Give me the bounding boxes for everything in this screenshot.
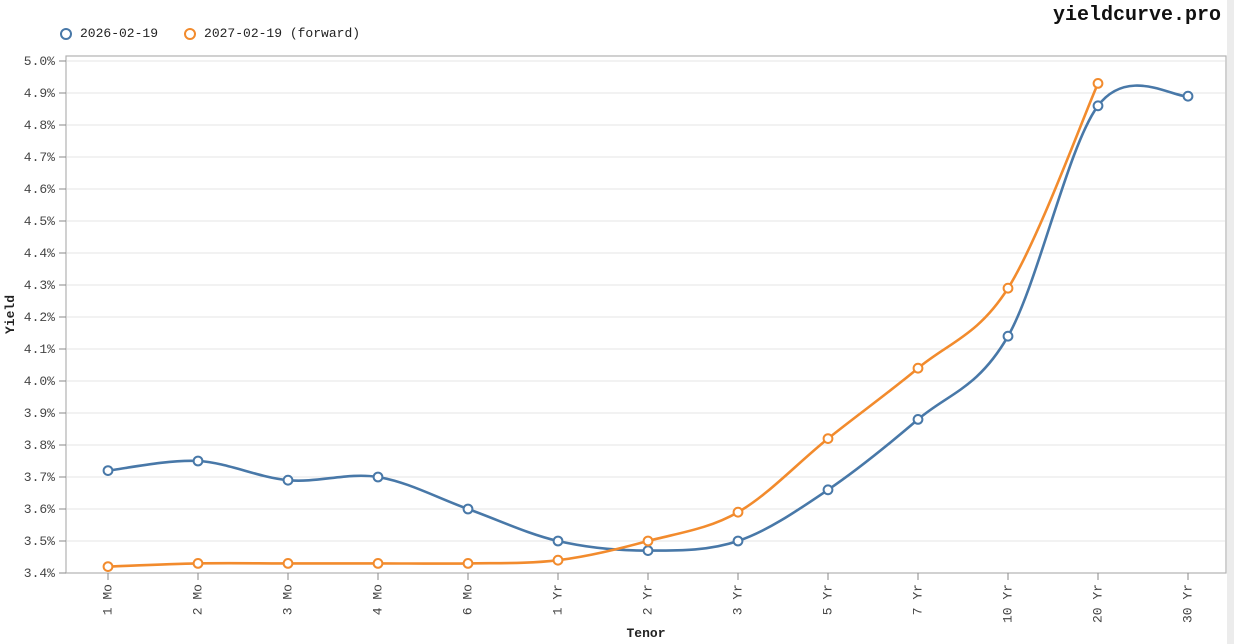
y-tick-label: 4.8% — [24, 118, 55, 133]
series-0-point[interactable] — [192, 455, 204, 467]
y-tick-label: 4.0% — [24, 374, 55, 389]
site-brand: yieldcurve.pro — [1052, 4, 1221, 27]
x-tick-label: 5 Yr — [821, 584, 836, 615]
series-1-point[interactable] — [642, 535, 654, 547]
y-tick-label: 4.5% — [24, 214, 55, 229]
legend-item-series-1[interactable]: 2027-02-19 (forward) — [184, 26, 360, 41]
series-0-point[interactable] — [102, 465, 114, 477]
series-1-point[interactable] — [462, 558, 474, 569]
series-0-point[interactable] — [462, 503, 474, 515]
x-tick-label: 3 Yr — [731, 584, 746, 615]
y-axis-title: Yield — [3, 295, 18, 334]
y-tick-label: 3.4% — [24, 566, 55, 581]
series-1-point[interactable] — [282, 558, 294, 569]
y-tick-label: 3.6% — [24, 502, 55, 517]
y-tick-label: 4.7% — [24, 150, 55, 165]
page-edge-strip — [1227, 0, 1234, 644]
legend-item-series-0[interactable]: 2026-02-19 — [60, 26, 158, 41]
series-1-marker-icon — [184, 27, 197, 40]
series-1-point[interactable] — [732, 506, 744, 518]
series-1-point[interactable] — [372, 558, 384, 569]
series-0-point[interactable] — [1182, 90, 1194, 102]
y-tick-label: 4.4% — [24, 246, 55, 261]
x-tick-label: 7 Yr — [911, 584, 926, 615]
series-0-marker-icon — [60, 27, 72, 40]
series-1-point[interactable] — [102, 561, 114, 572]
y-tick-label: 4.9% — [24, 86, 55, 101]
y-tick-label: 3.5% — [24, 534, 55, 549]
y-tick-label: 3.9% — [24, 406, 55, 421]
series-line-1 — [106, 82, 1100, 568]
x-tick-label: 30 Yr — [1181, 584, 1196, 623]
y-tick-label: 3.7% — [24, 470, 55, 485]
series-0-point[interactable] — [912, 414, 924, 425]
legend-label-series-0: 2026-02-19 — [80, 26, 159, 41]
y-tick-label: 4.3% — [24, 278, 55, 293]
series-0-point[interactable] — [1002, 330, 1014, 342]
series-1-point[interactable] — [912, 362, 924, 374]
series-0-point[interactable] — [282, 474, 294, 486]
y-tick-label: 5.0% — [24, 54, 55, 69]
series-line-0 — [106, 84, 1190, 552]
x-tick-label: 20 Yr — [1091, 584, 1106, 623]
y-tick-label: 4.1% — [24, 342, 55, 357]
series-1-point[interactable] — [192, 558, 204, 569]
y-tick-label: 3.8% — [24, 438, 55, 453]
x-tick-label: 2 Mo — [191, 584, 206, 615]
series-1-point[interactable] — [822, 433, 834, 445]
chart-legend: 2026-02-19 2027-02-19 (forward) — [60, 26, 360, 41]
series-1-point[interactable] — [1002, 282, 1014, 294]
series-1-point[interactable] — [552, 554, 564, 566]
y-tick-label: 4.6% — [24, 182, 55, 197]
x-tick-label: 1 Yr — [551, 584, 566, 615]
series-0-point[interactable] — [732, 535, 744, 547]
x-tick-label: 1 Mo — [101, 584, 116, 615]
x-tick-label: 2 Yr — [641, 584, 656, 615]
series-0-point[interactable] — [552, 535, 564, 547]
series-0-point[interactable] — [372, 471, 384, 483]
y-tick-label: 4.2% — [24, 310, 55, 325]
series-0-point[interactable] — [1092, 100, 1104, 112]
x-tick-label: 6 Mo — [461, 584, 476, 615]
x-tick-label: 4 Mo — [371, 584, 386, 615]
series-0-point[interactable] — [822, 484, 834, 496]
series-0-point[interactable] — [642, 545, 654, 556]
x-tick-label: 3 Mo — [281, 584, 296, 615]
plot-frame — [65, 55, 1227, 574]
x-tick-label: 10 Yr — [1001, 584, 1016, 623]
x-axis-title: Tenor — [626, 626, 665, 641]
legend-label-series-1: 2027-02-19 (forward) — [204, 26, 361, 41]
series-1-point[interactable] — [1092, 78, 1104, 89]
